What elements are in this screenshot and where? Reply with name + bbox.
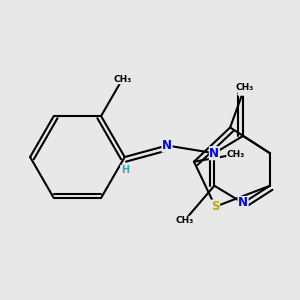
Text: CH₃: CH₃ [175,216,194,225]
Text: N: N [162,139,172,152]
Text: S: S [211,200,220,213]
Text: N: N [209,147,219,160]
Text: CH₃: CH₃ [113,75,131,84]
Text: CH₃: CH₃ [236,83,254,92]
Text: CH₃: CH₃ [226,150,245,159]
Text: H: H [121,165,129,176]
Text: N: N [238,196,248,209]
Text: O: O [238,82,248,95]
